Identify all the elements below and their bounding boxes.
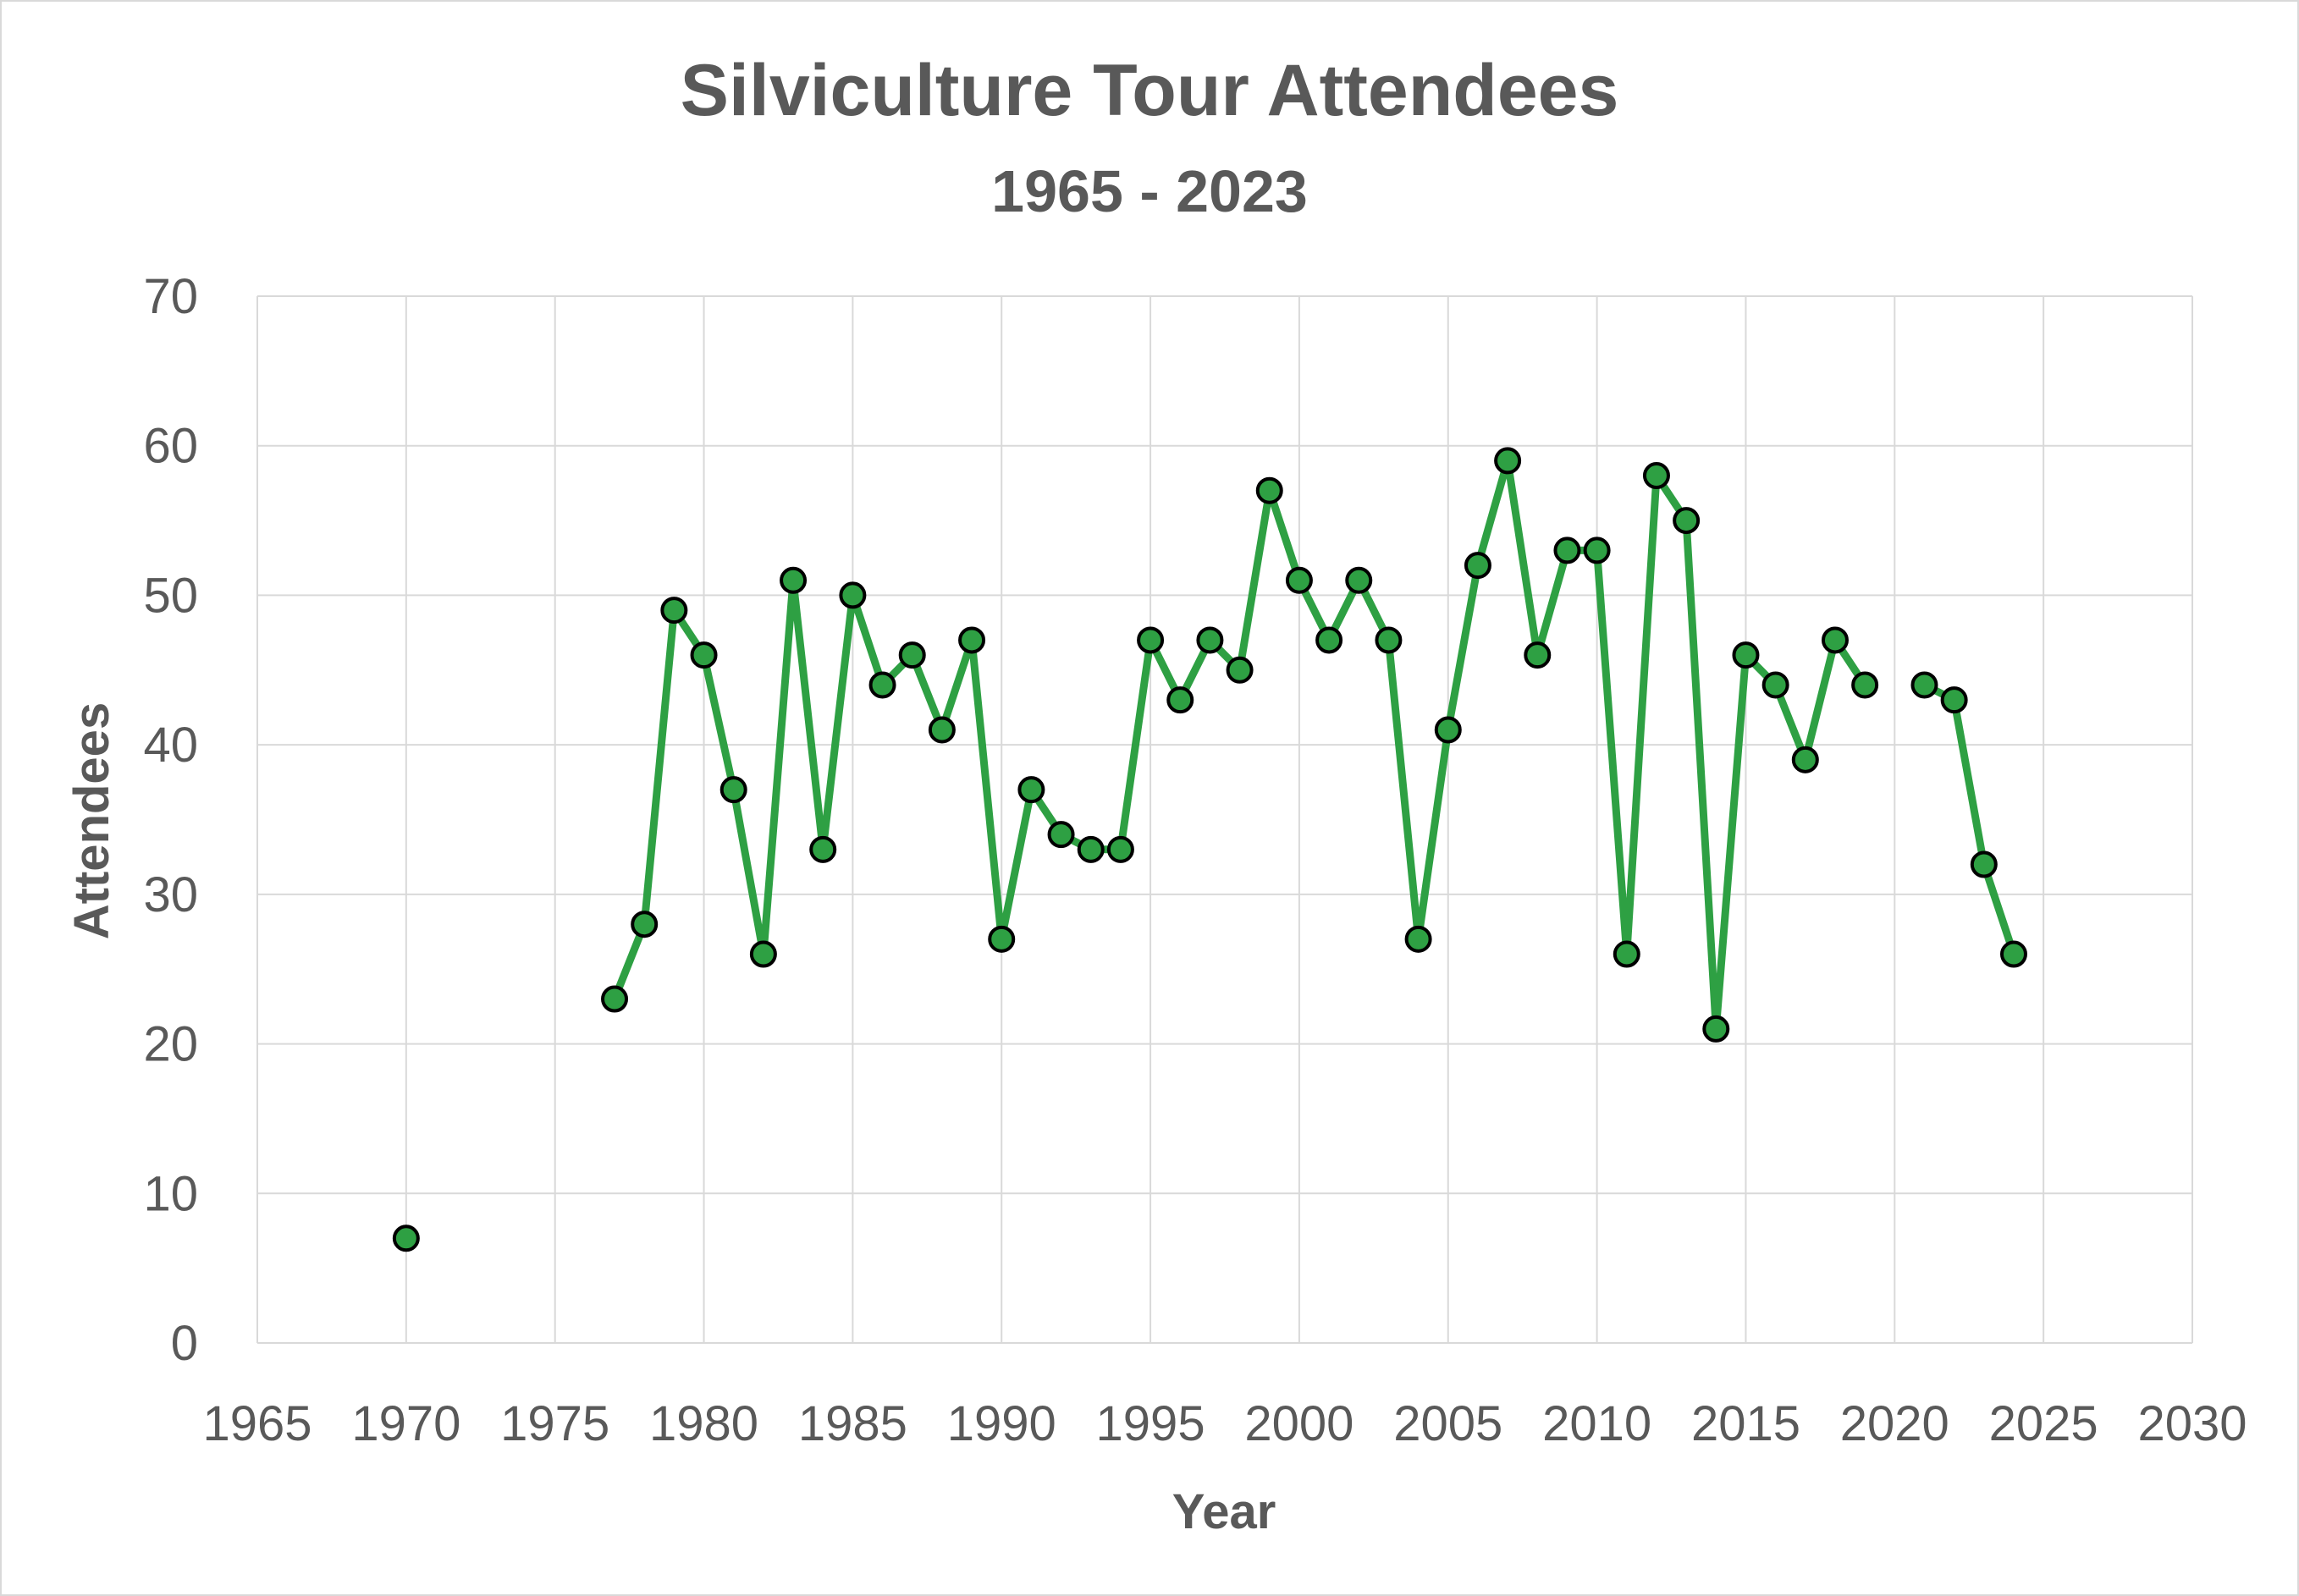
data-point: [1434, 716, 1462, 744]
gridlines: [256, 295, 2193, 1344]
data-point: [690, 641, 718, 669]
data-point: [839, 581, 867, 609]
data-point: [928, 716, 956, 744]
data-point: [1821, 626, 1849, 654]
data-point: [1553, 537, 1581, 564]
data-point: [1464, 552, 1491, 580]
data-point: [1732, 641, 1760, 669]
data-point: [988, 925, 1016, 953]
data-point: [1255, 476, 1283, 504]
data-point: [1077, 835, 1105, 863]
data-point: [780, 566, 808, 594]
data-point: [1999, 940, 2027, 968]
x-tick-label: 2020: [1840, 1396, 1949, 1451]
data-point: [958, 626, 986, 654]
x-tick-label: 2000: [1244, 1396, 1353, 1451]
y-tick-label: 60: [143, 419, 198, 474]
data-point: [392, 1225, 420, 1252]
y-tick-label: 10: [143, 1166, 198, 1221]
x-tick-label: 1975: [500, 1396, 609, 1451]
data-point: [1017, 776, 1045, 804]
data-point: [1137, 626, 1165, 654]
x-tick-label: 2015: [1691, 1396, 1800, 1451]
y-tick-label: 40: [143, 718, 198, 773]
data-point: [719, 776, 747, 804]
y-tick-label: 0: [171, 1316, 198, 1371]
x-tick-label: 1980: [649, 1396, 758, 1451]
y-axis-tick-labels: 0 10 20 30 40 50 60 70: [143, 269, 198, 1371]
data-point: [1375, 626, 1403, 654]
data-points: [392, 447, 2027, 1252]
data-point: [809, 835, 837, 863]
data-point: [1404, 925, 1432, 953]
data-point: [1642, 462, 1670, 490]
data-point: [1583, 537, 1611, 564]
data-point: [631, 911, 659, 938]
data-point: [868, 671, 896, 699]
x-axis-title: Year: [1172, 1484, 1276, 1539]
data-point: [1106, 835, 1134, 863]
data-point: [1970, 850, 1998, 878]
y-tick-label: 50: [143, 568, 198, 623]
data-point: [1702, 1015, 1730, 1043]
data-point: [749, 940, 777, 968]
data-point: [1166, 686, 1194, 714]
data-point: [1494, 447, 1522, 475]
data-point: [1851, 671, 1879, 699]
x-tick-label: 1985: [798, 1396, 907, 1451]
data-point: [898, 641, 926, 669]
data-point: [660, 597, 688, 625]
data-point: [1285, 566, 1313, 594]
x-tick-label: 1990: [947, 1396, 1056, 1451]
y-tick-label: 70: [143, 269, 198, 324]
data-point: [1940, 686, 1968, 714]
data-point: [1315, 626, 1343, 654]
y-tick-label: 20: [143, 1017, 198, 1072]
data-point: [1196, 626, 1224, 654]
data-point: [1524, 641, 1552, 669]
data-point: [1226, 656, 1254, 684]
y-axis-title: Attendees: [64, 702, 119, 939]
x-tick-label: 2030: [2137, 1396, 2247, 1451]
data-point: [1047, 821, 1075, 849]
x-tick-label: 2025: [1989, 1396, 2098, 1451]
series-line: [1921, 681, 2018, 958]
x-axis-tick-labels: 1965 1970 1975 1980 1985 1990 1995 2000 2005 2010…: [202, 1396, 2247, 1451]
data-point: [1910, 671, 1938, 699]
data-point: [1673, 507, 1701, 535]
data-point: [1345, 566, 1373, 594]
data-point: [1613, 940, 1640, 968]
data-point: [1761, 671, 1789, 699]
data-point: [1791, 746, 1819, 773]
x-tick-label: 1995: [1096, 1396, 1205, 1451]
y-tick-label: 30: [143, 867, 198, 922]
data-point: [601, 985, 629, 1013]
x-tick-label: 2005: [1393, 1396, 1502, 1451]
x-tick-label: 1970: [351, 1396, 460, 1451]
x-tick-label: 1965: [202, 1396, 311, 1451]
chart-subtitle: 1965 - 2023: [991, 158, 1308, 224]
x-tick-label: 2010: [1542, 1396, 1651, 1451]
chart-title: Silviculture Tour Attendees: [681, 50, 1619, 131]
